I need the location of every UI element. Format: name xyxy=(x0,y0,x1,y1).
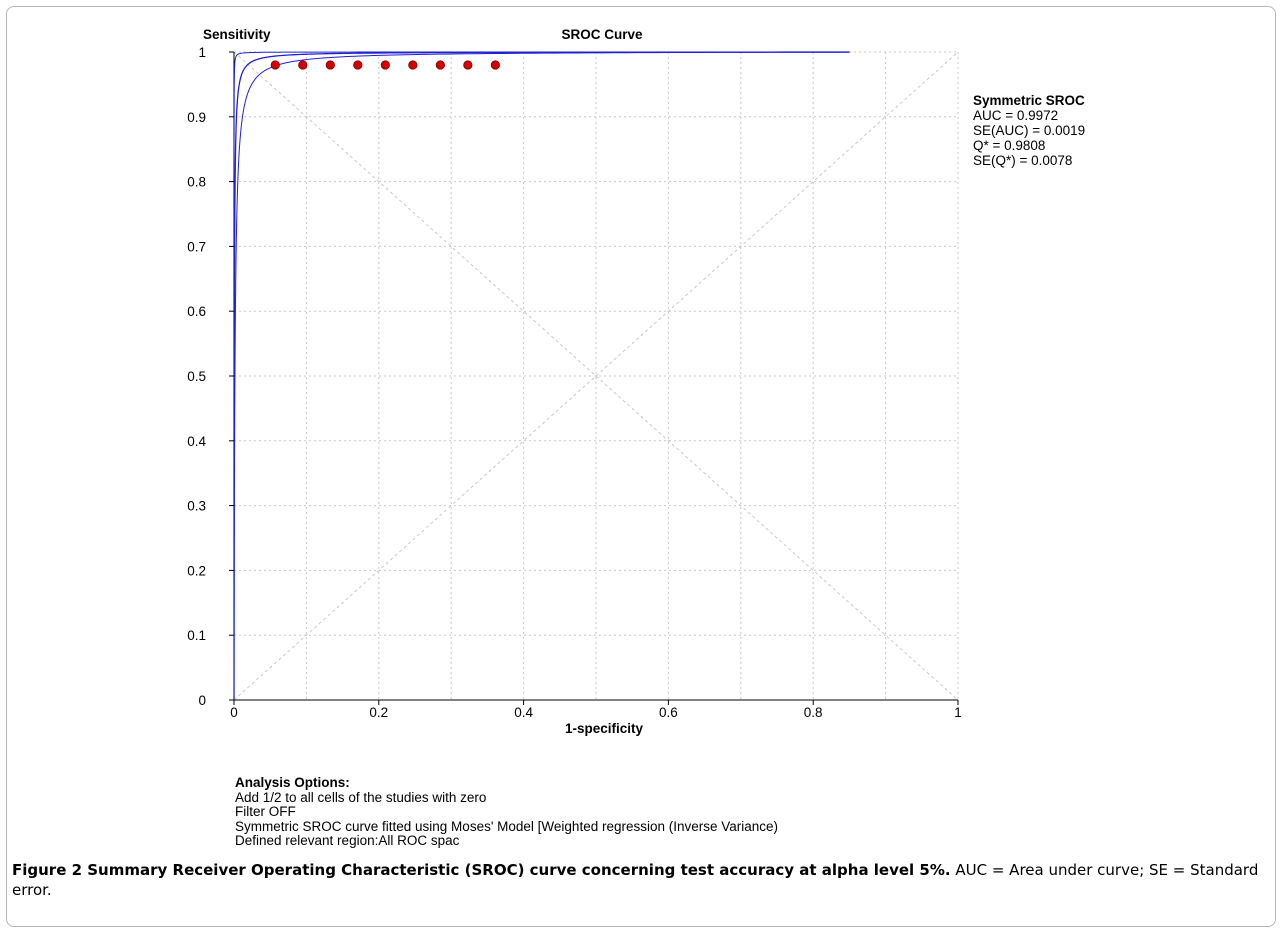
sroc-lower-bound-curve xyxy=(234,51,850,700)
y-tick-label: 0.1 xyxy=(187,628,206,643)
study-point xyxy=(408,60,418,70)
annotation-title: Symmetric SROC xyxy=(973,93,1085,108)
y-tick-label: 0.3 xyxy=(187,499,206,514)
x-tick-label: 0.4 xyxy=(514,705,533,720)
x-tick-label: 0.6 xyxy=(659,705,678,720)
annotation-se-auc: SE(AUC) = 0.0019 xyxy=(973,123,1086,138)
caption-title: Figure 2 Summary Receiver Operating Char… xyxy=(12,861,951,879)
analysis-option-line: Symmetric SROC curve fitted using Moses'… xyxy=(235,818,779,834)
study-point xyxy=(325,60,335,70)
y-tick-label: 0.5 xyxy=(187,369,206,384)
y-tick-label: 0.2 xyxy=(187,563,206,578)
chart-title: SROC Curve xyxy=(561,27,643,42)
y-tick-label: 0.7 xyxy=(187,239,206,254)
sroc-fitted-curve xyxy=(234,51,850,699)
caption-text: AUC = Area under curve; SE = Standard er… xyxy=(12,861,1259,899)
y-tick-label: 0.6 xyxy=(187,304,206,319)
study-point xyxy=(463,60,473,70)
y-tick-label: 0 xyxy=(198,693,206,708)
x-axis-title: 1-specificity xyxy=(565,721,644,736)
y-tick-label: 0.4 xyxy=(187,434,206,449)
study-point xyxy=(353,60,363,70)
study-point xyxy=(435,60,445,70)
analysis-option-line: Add 1/2 to all cells of the studies with… xyxy=(235,789,487,805)
annotation-se-q-star: SE(Q*) = 0.0078 xyxy=(973,153,1073,168)
y-axis-title: Sensitivity xyxy=(203,27,271,42)
y-tick-label: 1 xyxy=(198,45,206,60)
annotation-auc: AUC = 0.9972 xyxy=(973,108,1059,123)
x-tick-label: 0.8 xyxy=(804,705,823,720)
study-point xyxy=(298,60,308,70)
study-point xyxy=(270,60,280,70)
sroc-upper-bound-curve xyxy=(234,51,850,673)
annotation-q-star: Q* = 0.9808 xyxy=(973,138,1046,153)
x-tick-label: 0 xyxy=(230,705,238,720)
analysis-options-heading: Analysis Options: xyxy=(235,775,350,790)
y-tick-label: 0.8 xyxy=(187,175,206,190)
figure-caption: Figure 2 Summary Receiver Operating Char… xyxy=(12,860,1267,900)
figure-frame xyxy=(6,6,1276,927)
analysis-option-line: Filter OFF xyxy=(235,804,296,819)
y-tick-label: 0.9 xyxy=(187,110,206,125)
study-point xyxy=(490,60,500,70)
x-tick-label: 1 xyxy=(954,705,962,720)
x-tick-label: 0.2 xyxy=(369,705,388,720)
analysis-option-line: Defined relevant region:All ROC spac xyxy=(235,833,460,848)
study-point xyxy=(380,60,390,70)
analysis-options: Analysis Options: Add 1/2 to all cells o… xyxy=(235,775,779,849)
